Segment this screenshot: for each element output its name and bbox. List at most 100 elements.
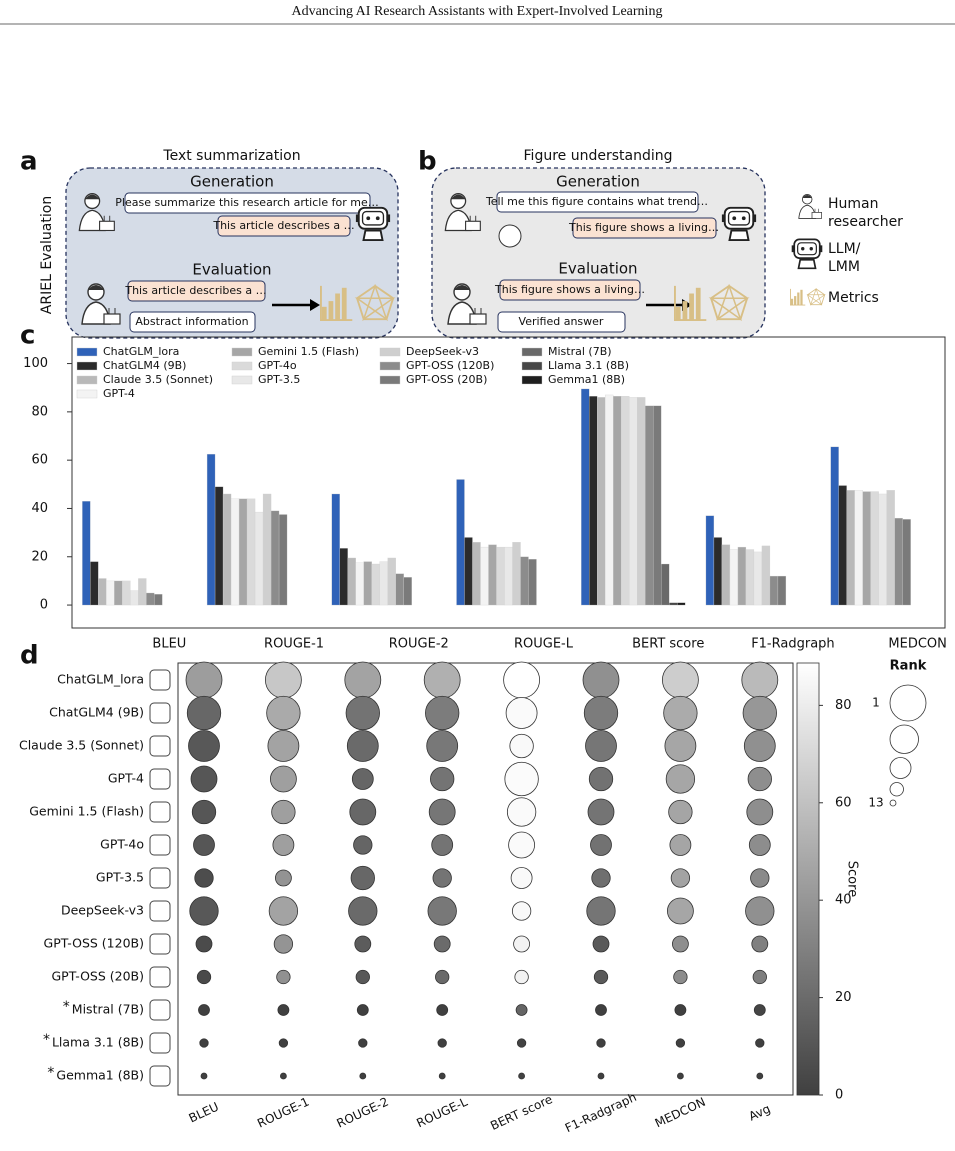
bar xyxy=(902,519,911,606)
bar xyxy=(870,491,879,606)
bar xyxy=(528,559,537,606)
bubble xyxy=(438,1072,446,1080)
bar xyxy=(761,545,771,606)
bubble xyxy=(505,697,538,729)
bubble xyxy=(191,799,217,825)
legend-label: Llama 3.1 (8B) xyxy=(548,359,629,372)
bar xyxy=(82,501,91,606)
bar xyxy=(504,546,513,606)
bubble xyxy=(425,695,460,731)
bubble xyxy=(272,834,295,856)
bar xyxy=(355,562,364,606)
bar xyxy=(581,388,590,606)
bubble xyxy=(273,934,294,954)
bar xyxy=(613,396,622,606)
legend-text: LLM/ xyxy=(828,241,861,257)
legend-text: Human xyxy=(828,196,879,212)
prompt-box xyxy=(124,192,371,214)
y-tick-label: 80 xyxy=(31,404,48,419)
legend-label: GPT-OSS (120B) xyxy=(406,359,494,372)
bubble xyxy=(509,733,534,759)
bubble xyxy=(199,1038,209,1048)
bar xyxy=(395,573,404,606)
y-tick-label: 60 xyxy=(31,453,48,468)
bar xyxy=(347,557,356,606)
bubble xyxy=(423,661,461,699)
bar xyxy=(621,396,630,606)
bubble xyxy=(510,867,533,889)
bar xyxy=(146,592,155,606)
bubble xyxy=(664,730,697,762)
bubble xyxy=(268,896,299,926)
prompt-box xyxy=(496,191,699,213)
bar xyxy=(745,549,755,606)
colorbar-tick-label: 20 xyxy=(835,990,852,1005)
x-tick-label: ROUGE-2 xyxy=(389,637,449,652)
x-tick-label: ROUGE-2 xyxy=(335,1094,391,1130)
bubble xyxy=(198,1004,210,1016)
panel-title: Figure understanding xyxy=(524,148,673,164)
colorbar xyxy=(796,662,820,1096)
bar xyxy=(230,498,240,606)
bar xyxy=(379,561,388,606)
x-tick-label: BERT score xyxy=(632,637,704,652)
bubble xyxy=(755,1038,765,1048)
model-icon xyxy=(149,801,171,823)
bar xyxy=(645,405,654,606)
bubble xyxy=(353,835,373,855)
x-tick-label: F1-Radgraph xyxy=(563,1090,639,1135)
section-label: Generation xyxy=(556,173,640,191)
model-icon xyxy=(149,1032,171,1054)
bar xyxy=(246,498,256,606)
bubble xyxy=(583,695,619,731)
colorbar-tick-label: 80 xyxy=(835,698,852,713)
bubble xyxy=(344,661,382,699)
bubble xyxy=(348,896,378,926)
section-label: Generation xyxy=(190,173,274,191)
model-icon xyxy=(149,1065,171,1087)
bubble xyxy=(596,1038,606,1048)
bubble xyxy=(516,1038,527,1048)
bubble xyxy=(358,1038,368,1048)
size-legend-bubble xyxy=(889,799,897,807)
row-flag: * xyxy=(47,1065,54,1081)
legend-label: GPT-4 xyxy=(103,387,135,400)
size-legend-bubble xyxy=(889,782,904,797)
bubble xyxy=(267,730,300,762)
bar xyxy=(661,563,670,606)
bubble xyxy=(186,695,222,731)
bubble xyxy=(430,766,455,792)
bubble xyxy=(433,935,451,953)
bubble xyxy=(752,969,767,985)
reference-text: Abstract information xyxy=(135,315,248,328)
colorbar-tick-label: 60 xyxy=(835,795,852,810)
bubble xyxy=(663,695,698,731)
side-legend: Human researcher LLM/LMM Metrics xyxy=(828,196,903,306)
legend-text: LMM xyxy=(828,259,860,275)
x-tick-label: MEDCON xyxy=(653,1095,708,1131)
model-icon xyxy=(149,966,171,988)
bar xyxy=(480,546,489,606)
y-tick-label: 100 xyxy=(23,356,48,371)
legend-swatch xyxy=(521,375,543,385)
bubble xyxy=(515,1004,528,1016)
bubble xyxy=(592,935,610,953)
section-label: Evaluation xyxy=(192,261,271,279)
bubble xyxy=(355,969,370,985)
x-tick-label: ROUGE-1 xyxy=(255,1094,311,1130)
bubble xyxy=(513,935,530,953)
arrowhead xyxy=(310,299,320,311)
bar xyxy=(637,397,646,606)
bubble xyxy=(674,1004,687,1016)
bubble xyxy=(431,834,454,856)
bubble xyxy=(271,799,296,825)
reply-box xyxy=(572,217,717,239)
bubble xyxy=(511,901,532,921)
bubble xyxy=(756,1072,764,1080)
bar xyxy=(387,557,396,606)
reference-text: Verified answer xyxy=(519,315,604,328)
bar xyxy=(363,561,372,606)
bar xyxy=(106,580,115,606)
bar xyxy=(464,537,473,606)
legend-label: DeepSeek-v3 xyxy=(406,345,479,358)
